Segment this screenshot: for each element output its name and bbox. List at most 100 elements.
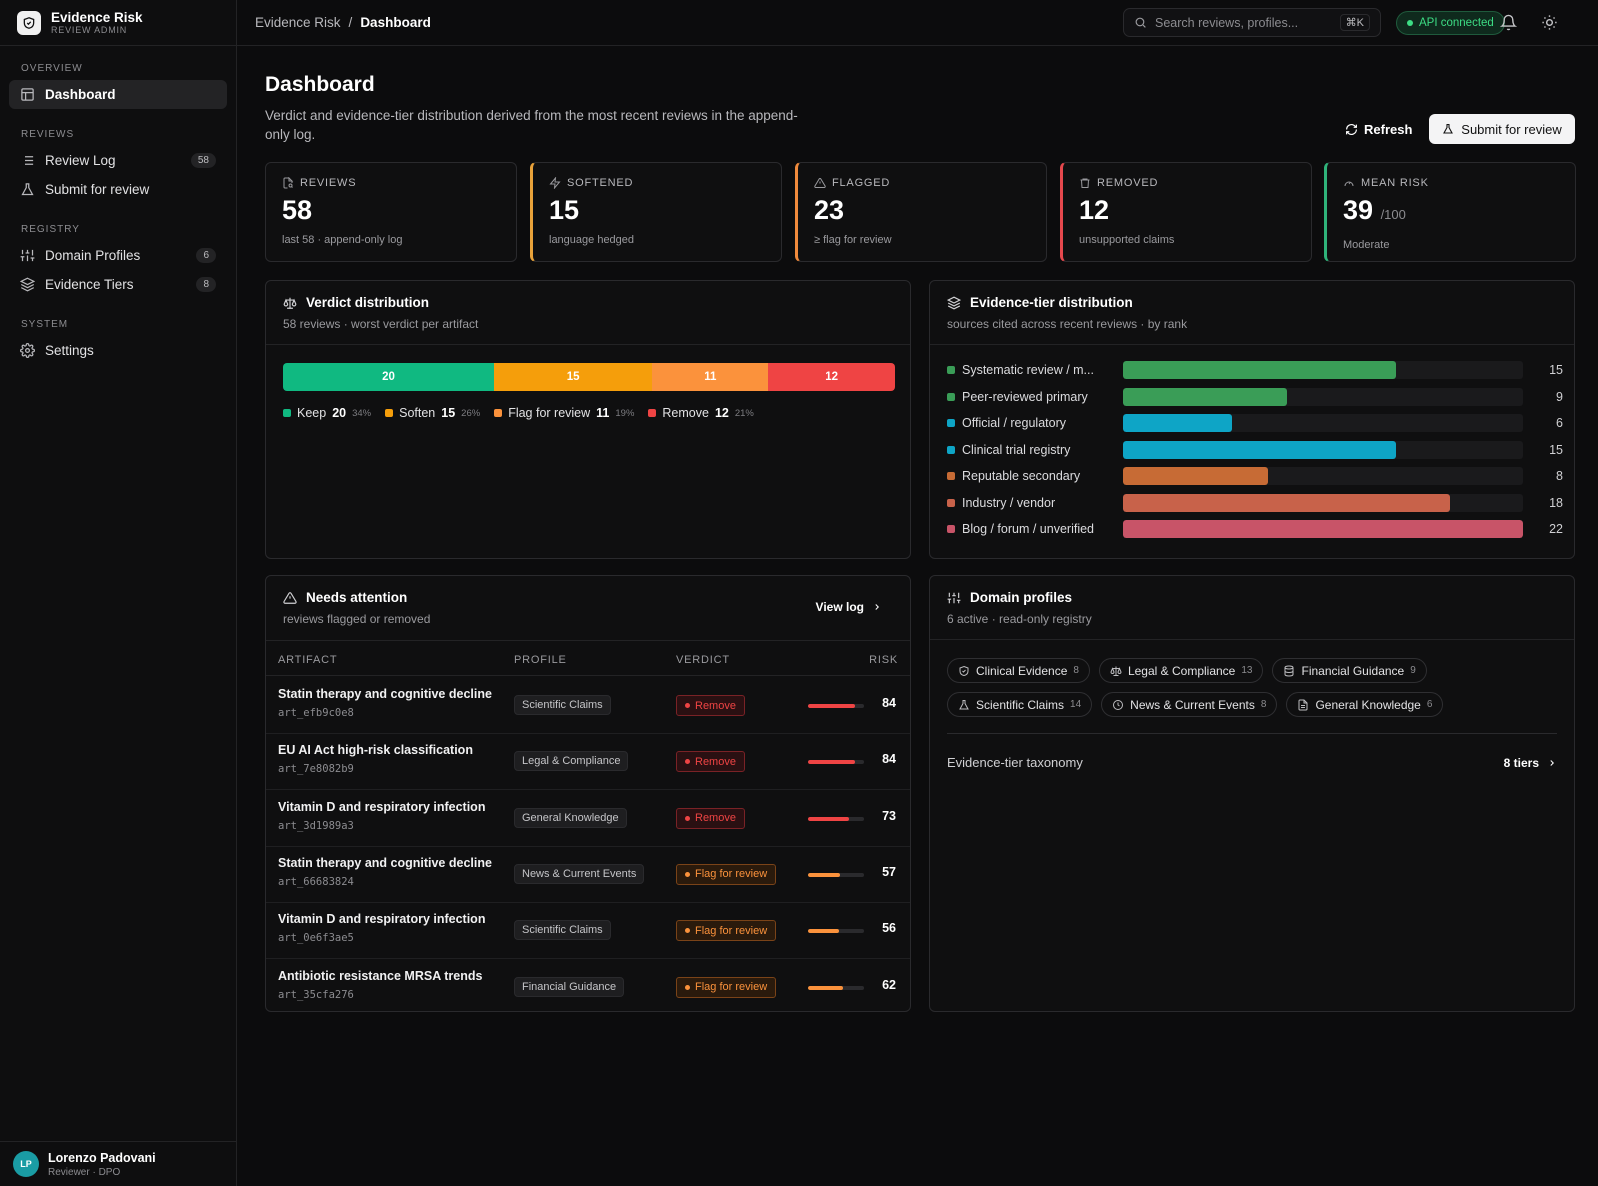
artifact-title[interactable]: Vitamin D and respiratory infection [278, 912, 486, 927]
needs-attention-card: Needs attention reviews flagged or remov… [265, 575, 911, 1012]
legend-percent: 21% [734, 407, 754, 419]
artifact-id: art_0e6f3ae5 [278, 932, 354, 945]
legend-count: 15 [441, 406, 456, 420]
verdict-badge: Flag for review [676, 976, 777, 998]
card-subtitle: 6 active · read-only registry [947, 612, 1092, 626]
sidebar-item-label: Review Log [45, 153, 116, 168]
legend-label: Soften [399, 406, 436, 420]
tier-bar-track [1123, 493, 1523, 512]
tier-name: Systematic review / m... [962, 363, 1094, 377]
stat-card-reviews: REVIEWS 58 last 58 · append-only log [265, 162, 517, 262]
tier-bar [1123, 440, 1396, 459]
profile-chip[interactable]: Scientific Claims 14 [947, 692, 1093, 717]
profile-tag: Scientific Claims [514, 695, 611, 715]
risk-bar-track [808, 985, 864, 990]
sidebar-item-dashboard[interactable]: Dashboard [9, 80, 227, 109]
user-profile[interactable]: LP Lorenzo Padovani Reviewer · DPO [0, 1141, 236, 1186]
artifact-title[interactable]: EU AI Act high-risk classification [278, 743, 473, 758]
tier-row: Official / regulatory 6 [947, 414, 1563, 432]
profile-tag: Scientific Claims [514, 920, 611, 941]
risk-score: 56 [882, 921, 896, 936]
search-input[interactable]: Search reviews, profiles... ⌘K [1123, 8, 1381, 37]
verdict-segment-flag-for-review[interactable]: 11 [652, 363, 769, 391]
search-shortcut: ⌘K [1339, 14, 1370, 31]
tier-swatch [947, 498, 955, 507]
sidebar-item-settings[interactable]: Settings [9, 336, 227, 365]
artifact-id: art_efb9c0e8 [278, 707, 354, 719]
status-dot [1407, 20, 1413, 26]
verdict-legend: Keep 20 34% Soften 15 26% Flag for review 11 19%… [283, 406, 754, 420]
artifact-title[interactable]: Statin therapy and cognitive decline [278, 855, 492, 870]
layout-dashboard-icon [20, 87, 35, 102]
submit-label: Submit for review [1461, 121, 1562, 137]
brand[interactable]: Evidence Risk REVIEW ADMIN [0, 0, 236, 46]
evidence-tier-card: Evidence-tier distribution sources cited… [929, 280, 1575, 559]
status-dot [685, 703, 690, 708]
table-row[interactable]: EU AI Act high-risk classification art_7e… [266, 733, 910, 791]
breadcrumb: Evidence Risk / Dashboard [255, 15, 431, 30]
column-header[interactable]: ARTIFACT [278, 654, 338, 666]
verdict-badge: Flag for review [676, 920, 777, 942]
shield-logo-icon [17, 10, 41, 35]
breadcrumb-root[interactable]: Evidence Risk [255, 15, 341, 30]
refresh-button[interactable]: Refresh [1345, 114, 1412, 144]
sidebar-item-label: Dashboard [45, 87, 116, 102]
tier-count: 18 [1549, 495, 1563, 510]
column-header[interactable]: RISK [869, 654, 898, 666]
sidebar-item-evidence-tiers[interactable]: Evidence Tiers 8 [9, 270, 227, 299]
submit-for-review-button[interactable]: Submit for review [1429, 114, 1575, 144]
verdict-segment-remove[interactable]: 12 [768, 363, 895, 391]
stat-label: SOFTENED [567, 177, 634, 189]
verdict-segment-keep[interactable]: 20 [283, 363, 495, 391]
table-row[interactable]: Vitamin D and respiratory infection art_3… [266, 790, 910, 847]
sidebar-item-review-log[interactable]: Review Log 58 [9, 146, 227, 175]
artifact-title[interactable]: Antibiotic resistance MRSA trends [278, 968, 483, 983]
taxonomy-row[interactable]: Evidence-tier taxonomy 8 tiers [947, 733, 1557, 791]
legend-label: Keep [297, 406, 327, 420]
bell-icon[interactable] [1500, 14, 1517, 31]
artifact-title[interactable]: Vitamin D and respiratory infection [278, 799, 486, 814]
table-row[interactable]: Statin therapy and cognitive decline art_… [266, 677, 910, 734]
breadcrumb-separator: / [348, 15, 353, 30]
risk-bar-track [808, 704, 864, 708]
tier-bar-track [1123, 387, 1523, 406]
tier-row: Peer-reviewed primary 9 [947, 387, 1563, 406]
table-row[interactable]: Vitamin D and respiratory infection art_0… [266, 902, 910, 960]
alert-triangle-icon [283, 591, 297, 605]
alert-triangle-icon [814, 177, 826, 189]
column-header[interactable]: VERDICT [676, 654, 730, 666]
table-row[interactable]: Statin therapy and cognitive decline art_… [266, 846, 910, 903]
verdict-label: Flag for review [695, 924, 768, 937]
verdict-distribution-card: Verdict distribution 58 reviews · worst … [265, 280, 911, 559]
profile-chip[interactable]: Clinical Evidence 8 [947, 658, 1090, 683]
profile-chip[interactable]: General Knowledge 6 [1286, 692, 1444, 717]
view-log-link[interactable]: View log [816, 600, 882, 614]
app-name: Evidence Risk [51, 9, 143, 25]
flask-icon [958, 699, 970, 711]
table-row[interactable]: Antibiotic resistance MRSA trends art_35c… [266, 959, 910, 1016]
legend-label: Flag for review [508, 406, 591, 420]
stat-card-flagged: FLAGGED 23 ≥ flag for review [795, 162, 1047, 262]
artifact-id: art_7e8082b9 [278, 763, 354, 776]
sliders-icon [947, 591, 961, 605]
tier-swatch [947, 419, 955, 427]
stat-label: REMOVED [1097, 177, 1159, 189]
legend-swatch [385, 409, 394, 417]
profile-chip[interactable]: Financial Guidance 9 [1272, 658, 1427, 683]
verdict-segment-soften[interactable]: 15 [494, 363, 653, 391]
card-title: Needs attention [306, 590, 408, 605]
sidebar-item-domain-profiles[interactable]: Domain Profiles 6 [9, 241, 227, 270]
artifact-id: art_35cfa276 [278, 988, 354, 1001]
sidebar-item-submit[interactable]: Submit for review [9, 175, 227, 204]
profile-chip[interactable]: News & Current Events 8 [1101, 692, 1278, 717]
tier-name: Reputable secondary [962, 469, 1081, 483]
gear-icon [20, 343, 35, 358]
artifact-title[interactable]: Statin therapy and cognitive decline [278, 687, 492, 701]
column-header[interactable]: PROFILE [514, 654, 567, 666]
layers-icon [947, 296, 961, 310]
trash-icon [1079, 177, 1091, 189]
artifact-id: art_66683824 [278, 875, 354, 888]
sun-icon[interactable] [1541, 14, 1558, 31]
profile-chip[interactable]: Legal & Compliance 13 [1098, 658, 1264, 683]
refresh-label: Refresh [1364, 121, 1413, 137]
